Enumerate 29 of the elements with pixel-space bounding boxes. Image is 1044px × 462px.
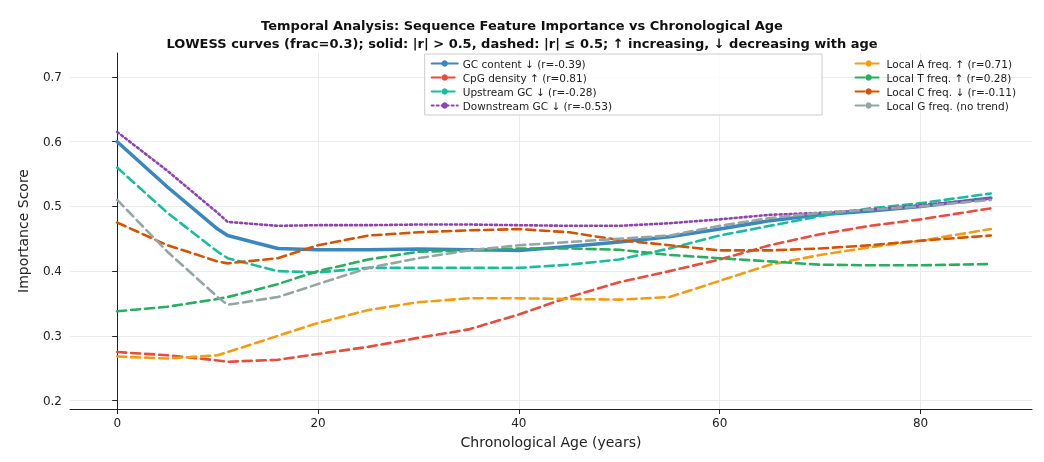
chart-subtitle: LOWESS curves (frac=0.3); solid: |r| > 0.5, dashed: |r| ≤ 0.5; ↑ increasing, ↓ decreasing with age <box>166 36 878 51</box>
legend-label: Upstream GC ↓ (r=-0.28) <box>462 85 597 98</box>
y-tick-label: 0.6 <box>42 134 62 149</box>
y-axis-title: Importance Score <box>15 169 31 293</box>
line-series <box>115 130 993 228</box>
line-series <box>115 198 993 307</box>
legend-label: CpG density ↑ (r=0.81) <box>462 71 587 84</box>
x-axis-title: Chronological Age (years) <box>460 434 642 450</box>
y-tick-label: 0.4 <box>42 264 62 279</box>
legend-label: Local T freq. ↑ (r=0.28) <box>886 71 1012 84</box>
line-series <box>115 227 993 360</box>
chart-title: Temporal Analysis: Sequence Feature Importance vs Chronological Age <box>261 18 784 33</box>
legend-label: Local A freq. ↑ (r=0.71) <box>886 57 1013 70</box>
y-tick-label: 0.5 <box>42 199 62 214</box>
line-series <box>115 166 993 274</box>
line-series <box>115 207 993 364</box>
legend-label: Downstream GC ↓ (r=-0.53) <box>462 99 613 112</box>
line-series <box>115 221 993 265</box>
y-tick-label: 0.3 <box>42 328 62 343</box>
x-tick-label: 0 <box>113 416 122 430</box>
x-tick-label: 40 <box>511 416 527 430</box>
y-tick-label: 0.2 <box>42 393 62 408</box>
x-tick-label: 80 <box>912 416 929 430</box>
legend-label: Local C freq. ↓ (r=-0.11) <box>886 85 1017 98</box>
x-tick-label: 20 <box>310 416 326 430</box>
legend-label: Local G freq. (no trend) <box>886 99 1009 112</box>
x-tick-label: 60 <box>712 416 728 430</box>
legend-label: GC content ↓ (r=-0.39) <box>462 57 586 70</box>
y-tick-label: 0.7 <box>42 69 62 84</box>
